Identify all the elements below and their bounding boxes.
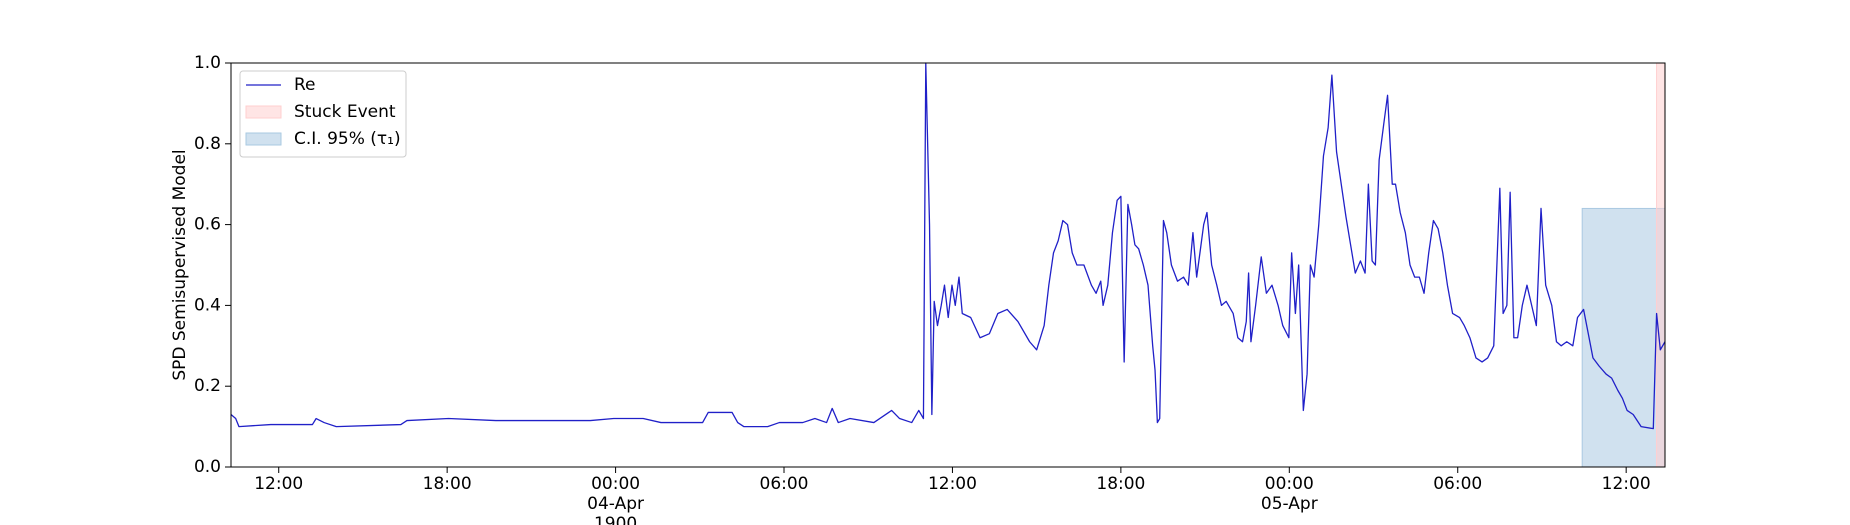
legend-label: Stuck Event [294, 102, 396, 122]
y-tick-label: 1.0 [194, 53, 221, 73]
legend-patch [245, 105, 282, 119]
x-tick-label: 18:00 [423, 474, 472, 494]
y-axis-label: SPD Semisupervised Model [170, 149, 190, 380]
y-tick-label: 0.6 [194, 215, 221, 235]
x-tick-label: 18:00 [1096, 474, 1145, 494]
legend: Re Stuck Event C.I. 95% (τ₁) [239, 70, 407, 158]
x-tick-label: 12:00 [1602, 474, 1651, 494]
legend-patch [245, 132, 282, 146]
x-tick-label: 06:00 [1433, 474, 1482, 494]
y-tick-label: 0.2 [194, 376, 221, 396]
span [1656, 62, 1666, 468]
legend-label: Re [294, 75, 316, 95]
x-tick-label: 00:00 05-Apr [1261, 474, 1318, 514]
x-tick-label: 06:00 [760, 474, 809, 494]
y-tick-label: 0.8 [194, 134, 221, 154]
y-tick-label: 0.0 [194, 457, 221, 477]
y-tick-label: 0.4 [194, 295, 221, 315]
series-line [230, 62, 1666, 430]
x-tick-label: 12:00 [928, 474, 977, 494]
span [1581, 207, 1666, 468]
plot-frame [230, 62, 1666, 468]
x-tick-label: 00:00 04-Apr 1900 [587, 474, 644, 525]
x-tick-label: 12:00 [254, 474, 303, 494]
legend-label: C.I. 95% (τ₁) [294, 129, 401, 149]
